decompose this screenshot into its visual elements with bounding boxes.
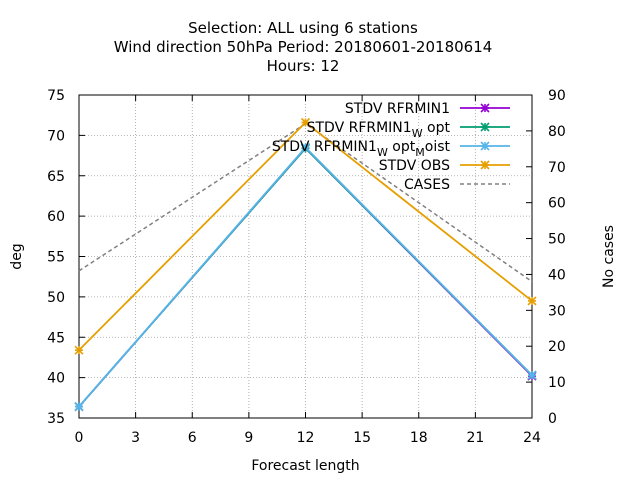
legend-label: CASES [404,177,450,193]
y-tick-label: 75 [47,88,65,104]
data-point [300,117,311,128]
y-tick-label: 60 [47,209,65,225]
x-tick-label: 12 [297,430,315,446]
series-line [78,146,533,408]
y2-tick-label: 50 [548,232,566,248]
series-1 [74,143,537,412]
x-tick-label: 15 [353,430,371,446]
y2-tick-label: 80 [548,124,566,140]
grid [79,95,532,418]
y2-axis-label: No cases [601,225,617,288]
y2-tick-label: 20 [548,339,566,355]
series-layer [74,117,537,412]
data-point [300,142,311,153]
legend-label: STDV RFRMIN1W optMoist [272,139,451,159]
series-3 [74,117,537,355]
legend-item: CASES [404,177,510,193]
y2-axis: 0 10 20 30 40 50 60 70 80 90 [526,88,566,427]
legend-marker [480,122,490,132]
legend-item: STDV RFRMIN1W optMoist [272,139,510,159]
chart-title-line: Wind direction 50hPa Period: 20180601-20… [114,38,493,56]
series-0 [74,143,537,412]
chart-title-line: Hours: 12 [267,57,340,75]
y2-tick-label: 90 [548,88,566,104]
x-axis-label: Forecast length [251,458,359,474]
y-axis: 35 40 45 50 55 60 65 70 75 [47,88,85,427]
y-tick-label: 65 [47,169,65,185]
legend-marker [480,141,490,151]
legend-item: STDV OBS [379,158,510,174]
y-tick-label: 70 [47,128,65,144]
y2-tick-label: 10 [548,375,566,391]
y2-tick-label: 40 [548,267,566,283]
legend-item: STDV RFRMIN1 [345,101,510,117]
y-tick-label: 45 [47,330,65,346]
legend-label: STDV RFRMIN1W opt [307,120,451,140]
x-tick-label: 0 [75,430,84,446]
series-line [78,146,533,408]
x-axis: 0 3 6 9 12 15 18 21 24 [75,95,541,446]
y2-tick-label: 60 [548,196,566,212]
chart-title-line: Selection: ALL using 6 stations [188,19,418,37]
y-tick-label: 55 [47,250,65,266]
y2-tick-label: 0 [548,411,557,427]
data-point [527,296,537,306]
x-tick-label: 18 [410,430,428,446]
legend-label: STDV OBS [379,158,450,174]
y-tick-label: 35 [47,411,65,427]
legend-item: STDV RFRMIN1W opt [307,120,510,140]
x-tick-label: 24 [523,430,541,446]
x-tick-label: 3 [131,430,140,446]
x-tick-label: 21 [466,430,484,446]
data-point [527,370,537,380]
legend-marker [480,103,490,113]
x-tick-label: 6 [188,430,197,446]
y-axis-label: deg [9,243,25,269]
y2-tick-label: 30 [548,303,566,319]
series-2 [74,142,537,412]
y-tick-label: 40 [47,371,65,387]
data-point [74,402,84,412]
legend-marker [480,160,490,170]
series-line [78,146,533,408]
y2-tick-label: 70 [548,160,566,176]
legend-label: STDV RFRMIN1 [345,101,450,117]
y-tick-label: 50 [47,290,65,306]
x-tick-label: 9 [244,430,253,446]
data-point [74,345,84,355]
